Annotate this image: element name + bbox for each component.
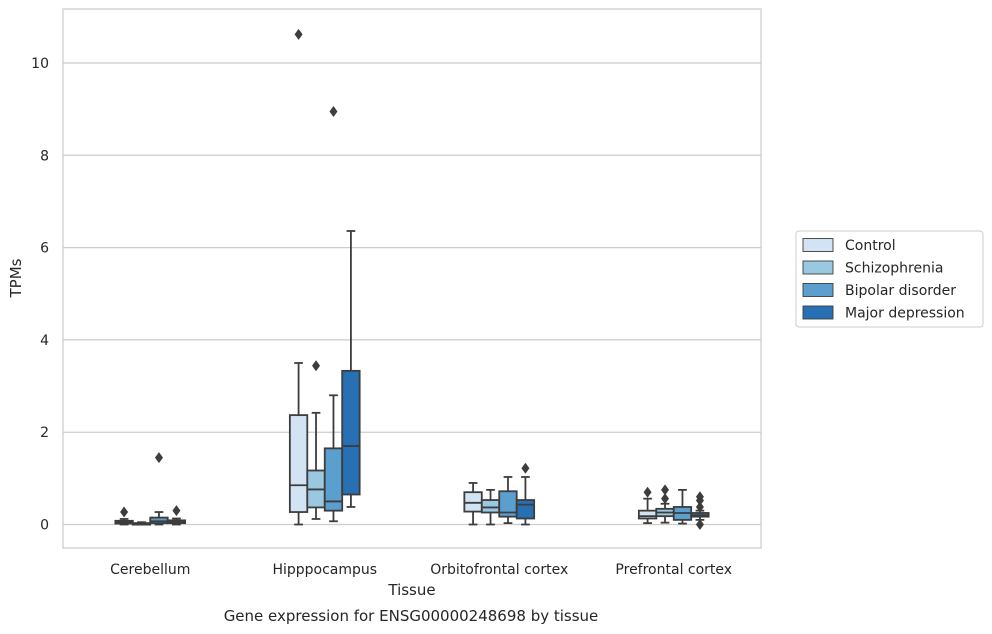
plot-frame <box>62 8 762 549</box>
y-tick-label: 8 <box>40 148 49 164</box>
y-tick-label: 4 <box>40 333 49 349</box>
legend-swatch <box>802 238 834 252</box>
outlier-point <box>521 462 530 474</box>
y-axis-label: TPMs <box>7 258 25 298</box>
x-tick-label: Orbitofrontal cortex <box>430 562 568 578</box>
legend-swatch <box>802 283 834 297</box>
outlier-point <box>643 486 652 498</box>
gridlines <box>63 62 761 526</box>
box-0-1 <box>131 521 152 526</box>
box-3-1 <box>655 484 675 524</box>
box-iqr <box>149 516 169 525</box>
box-iqr <box>480 499 501 514</box>
x-tick-label: Cerebellum <box>110 562 190 578</box>
box-0-0 <box>114 506 134 526</box>
box-iqr <box>341 369 361 496</box>
y-tick-labels: 0 2 4 6 8 10 <box>31 56 49 534</box>
box-series <box>114 28 710 530</box>
box-2-2 <box>498 476 518 525</box>
legend-label: Schizophrenia <box>845 261 943 277</box>
box-1-1 <box>306 360 326 520</box>
box-3-3 <box>690 491 710 530</box>
y-tick-label: 6 <box>40 241 49 257</box>
legend-frame <box>795 230 984 328</box>
box-2-1 <box>480 488 501 526</box>
outlier-point <box>172 505 181 517</box>
outlier-point <box>661 493 670 505</box>
box-3-2 <box>672 488 693 525</box>
box-0-3 <box>166 505 187 526</box>
box-iqr <box>515 499 536 520</box>
box-iqr <box>463 491 483 513</box>
outlier-point <box>294 28 303 40</box>
box-iqr <box>637 509 658 520</box>
box-0-2 <box>149 452 169 526</box>
outlier-point <box>695 491 704 503</box>
y-tick-label: 10 <box>31 56 49 72</box>
box-1-3 <box>341 230 361 508</box>
outlier-point <box>120 506 129 518</box>
x-tick-label: Prefrontal cortex <box>615 562 732 578</box>
box-2-0 <box>463 482 483 526</box>
box-1-2 <box>323 105 344 523</box>
outlier-point <box>661 484 670 496</box>
legend-swatch <box>802 260 834 275</box>
y-tick-label: 2 <box>40 425 49 441</box>
legend-label: Major depression <box>845 306 965 322</box>
figure-caption: Gene expression for ENSG00000248698 by t… <box>223 607 599 625</box>
outlier-point <box>154 452 163 464</box>
box-iqr <box>288 414 309 513</box>
x-tick-labels: Cerebellum Hipppocampus Orbitofrontal cort… <box>110 562 732 578</box>
legend-label: Control <box>845 238 896 254</box>
legend: Control Schizophrenia Bipolar disorder Majo… <box>795 230 984 328</box>
outlier-point <box>329 105 338 117</box>
legend-label: Bipolar disorder <box>845 283 956 299</box>
y-tick-label: 0 <box>40 518 49 534</box>
outlier-point <box>695 501 704 513</box>
box-2-3 <box>515 462 536 526</box>
x-tick-label: Hipppocampus <box>272 562 377 578</box>
box-1-0 <box>288 28 309 526</box>
outlier-point <box>695 519 704 530</box>
outlier-point <box>312 360 321 372</box>
legend-swatch <box>802 305 834 320</box>
x-axis-label: Tissue <box>387 581 435 599</box>
box-3-0 <box>637 486 658 525</box>
